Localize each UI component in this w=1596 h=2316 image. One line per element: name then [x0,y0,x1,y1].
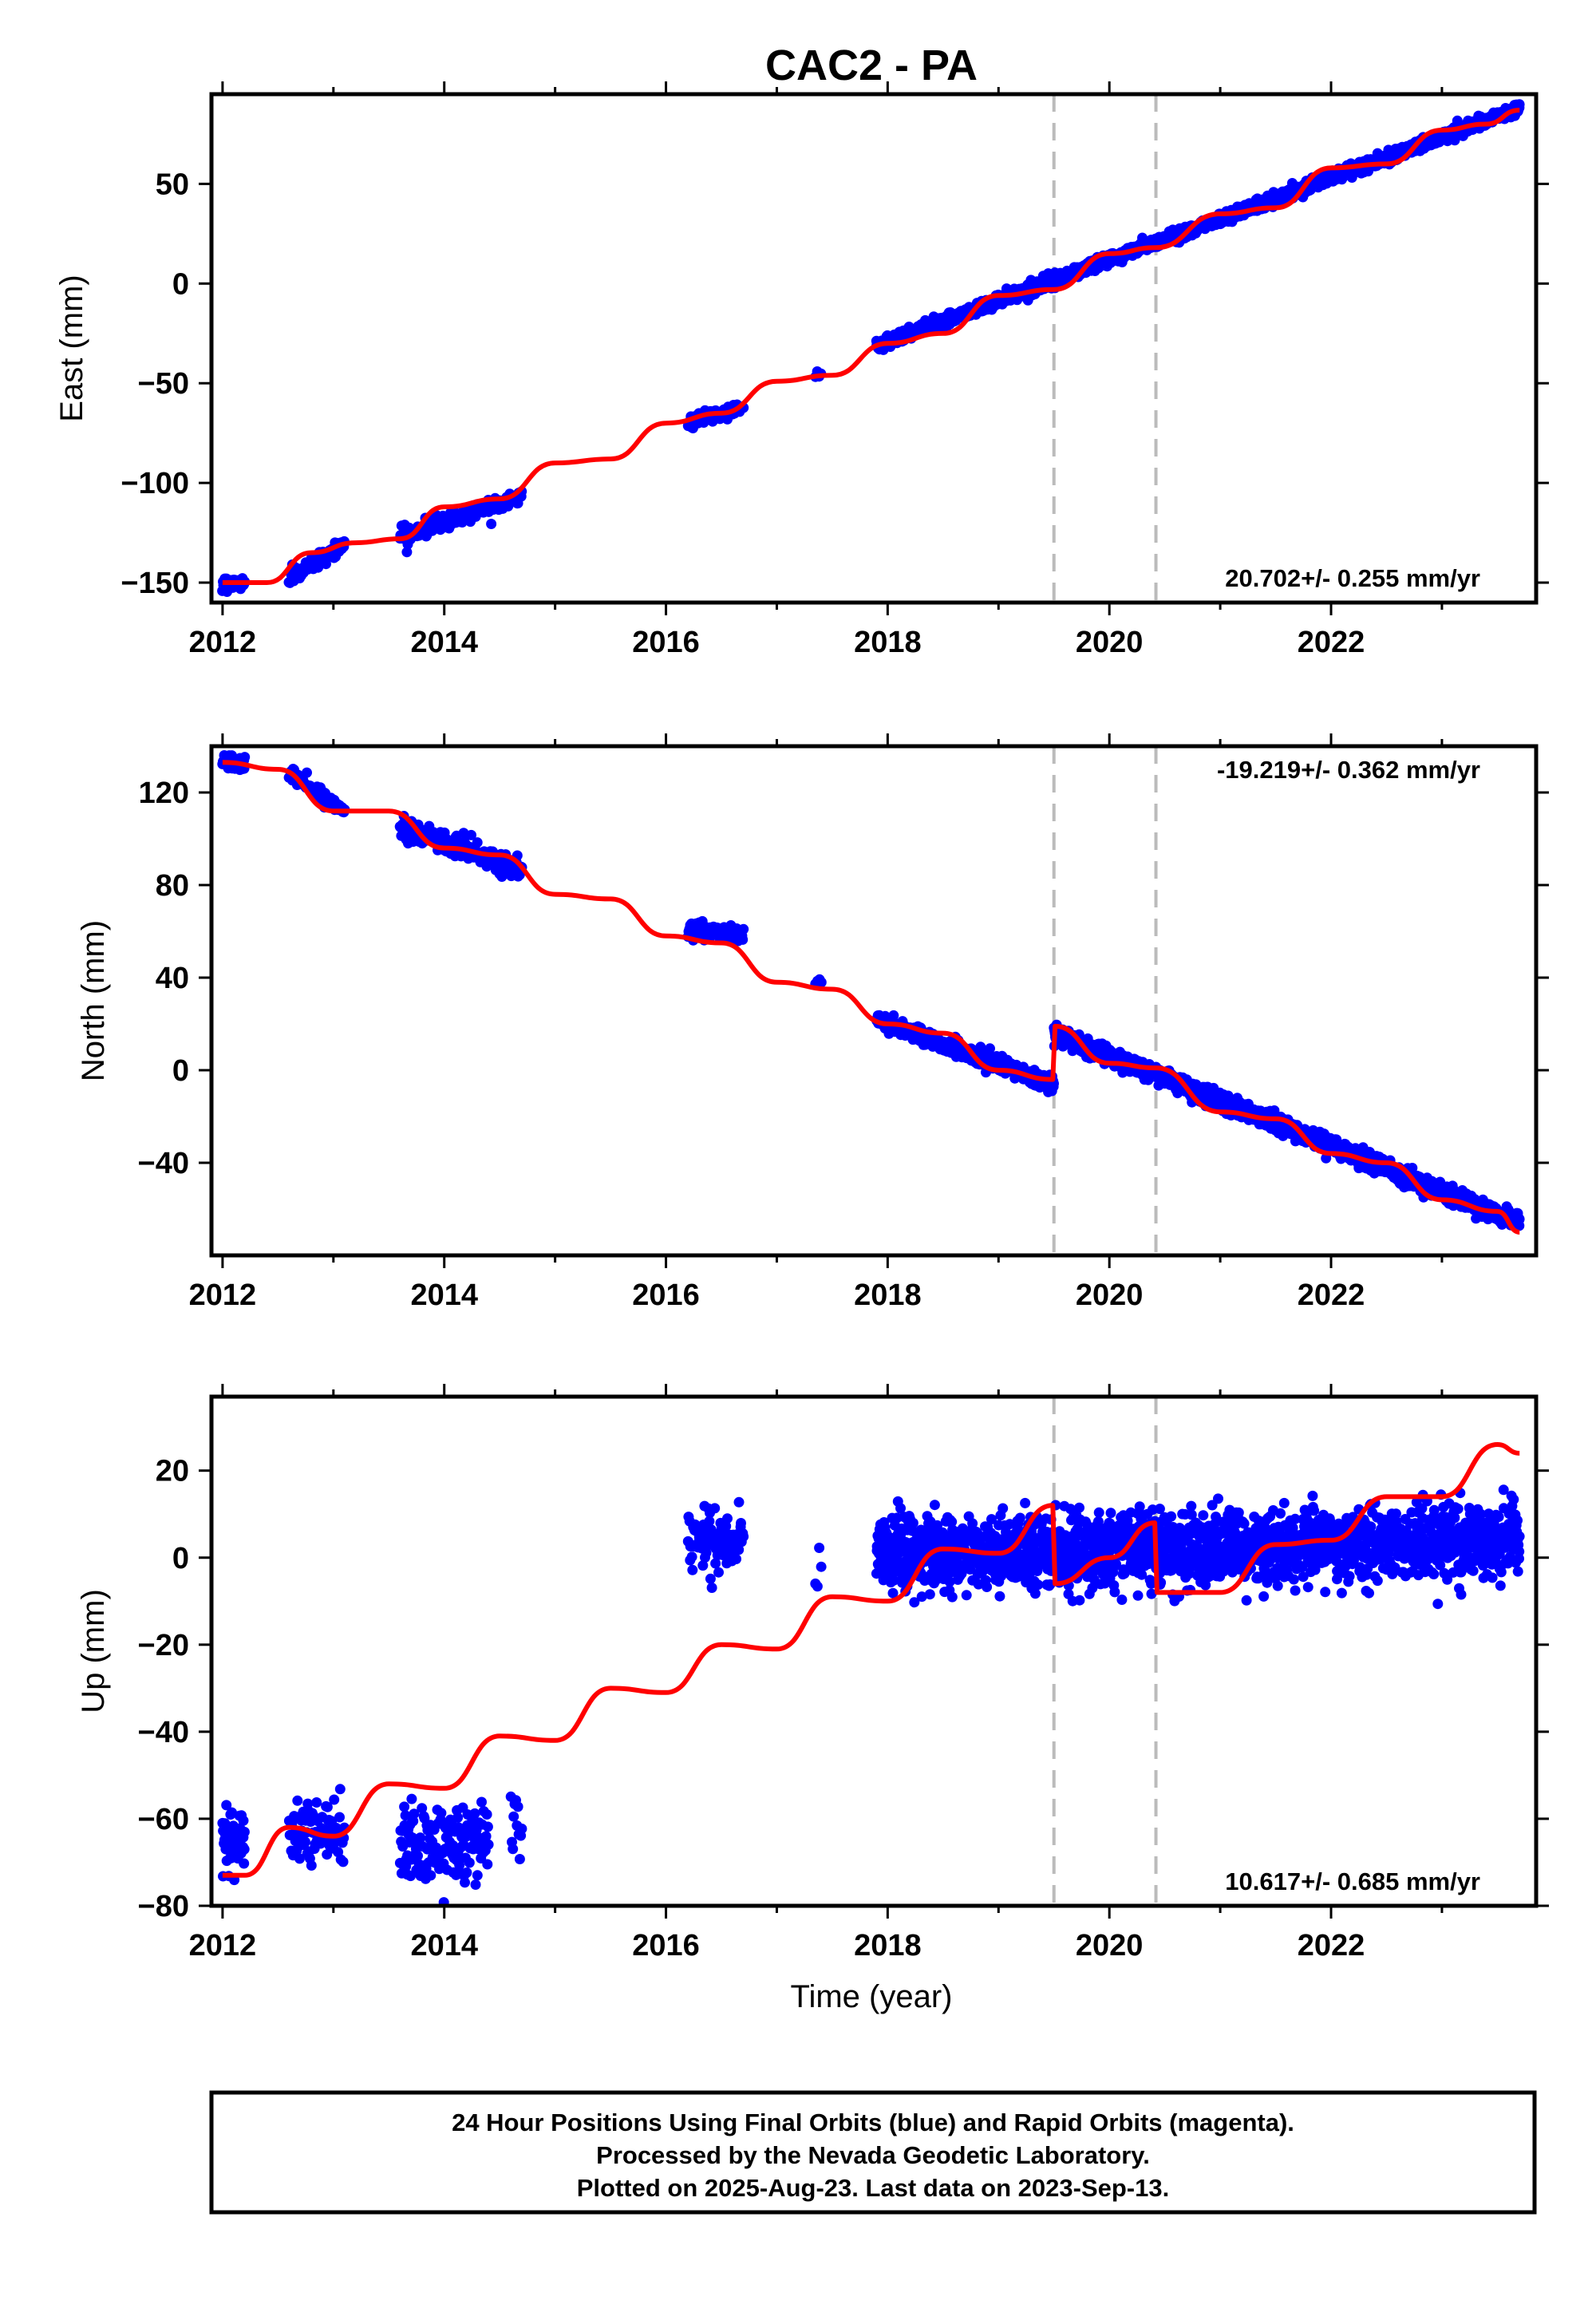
y-tick-label: 0 [172,267,189,301]
data-point [294,1853,305,1864]
data-point [221,1800,232,1811]
data-point [401,547,413,558]
data-point [737,934,749,945]
y-tick-label: 50 [156,168,189,201]
data-point [329,1794,340,1805]
data-point [466,829,476,840]
data-point [321,559,331,570]
data-point [239,1844,250,1855]
data-point [302,767,312,778]
north-panel: 2012 2014 2016 2018 2020 2022 −40 0 40 80 120 North… [76,733,1549,1312]
data-point [322,1801,333,1812]
x-tick-label: 2018 [854,1279,922,1312]
up-panel: 2012 2014 2016 2018 2020 2022−80−60−40−20020U… [76,1384,1549,1962]
data-point [985,1043,995,1054]
data-point [1514,1214,1525,1224]
x-tick-label: 2012 [189,626,257,659]
data-point [239,752,251,763]
data-point [738,923,749,935]
x-tick-label: 2022 [1298,626,1365,659]
data-point [238,1815,249,1826]
north-frame [209,744,1539,1258]
east-y-axis-label: East (mm) [54,275,89,421]
east-frame [209,92,1539,605]
y-tick-label: −150 [120,567,189,600]
data-point [486,519,497,529]
y-tick-label: −40 [138,1147,189,1180]
data-point [306,1860,317,1871]
y-tick-label: 80 [156,869,189,903]
x-tick-label: 2022 [1298,1279,1365,1312]
data-point [311,1797,322,1808]
x-tick-label: 2014 [410,626,478,659]
x-tick-label: 2020 [1076,1279,1144,1312]
data-point [227,1807,237,1818]
y-tick-label: −100 [120,467,189,500]
x-tick-label: 2018 [854,626,922,659]
data-point [816,977,827,988]
up-observations [217,1484,1525,1906]
north-model-line [222,760,1520,1235]
east-rate-label: 20.702+/- 0.255 mm/yr [1225,564,1480,592]
data-point [239,1827,250,1837]
x-tick-label: 2016 [632,626,700,659]
data-point [292,1795,303,1806]
x-tick-label: 2016 [632,1279,700,1312]
y-tick-label: −50 [138,367,189,401]
y-tick-label: 40 [156,962,189,995]
x-tick-label: 2014 [410,1279,478,1312]
north-y-axis-label: North (mm) [76,920,111,1081]
data-point [299,1836,310,1848]
data-point [1514,99,1525,110]
chart-title: CAC2 - PA [765,41,978,89]
east-panel: 2012 2014 2016 2018 2020 2022 −150 −100 −50 0 50 Ea… [54,81,1549,659]
north-rate-label: -19.219+/- 0.362 mm/yr [1217,756,1480,784]
data-point [472,837,483,848]
east-model-line [222,108,1520,585]
data-point [239,1858,250,1869]
x-tick-label: 2012 [189,1279,257,1312]
y-tick-label: 120 [139,777,189,810]
data-point [888,1010,899,1021]
y-tick-label: 0 [172,1054,189,1088]
x-tick-label: 2020 [1076,626,1144,659]
